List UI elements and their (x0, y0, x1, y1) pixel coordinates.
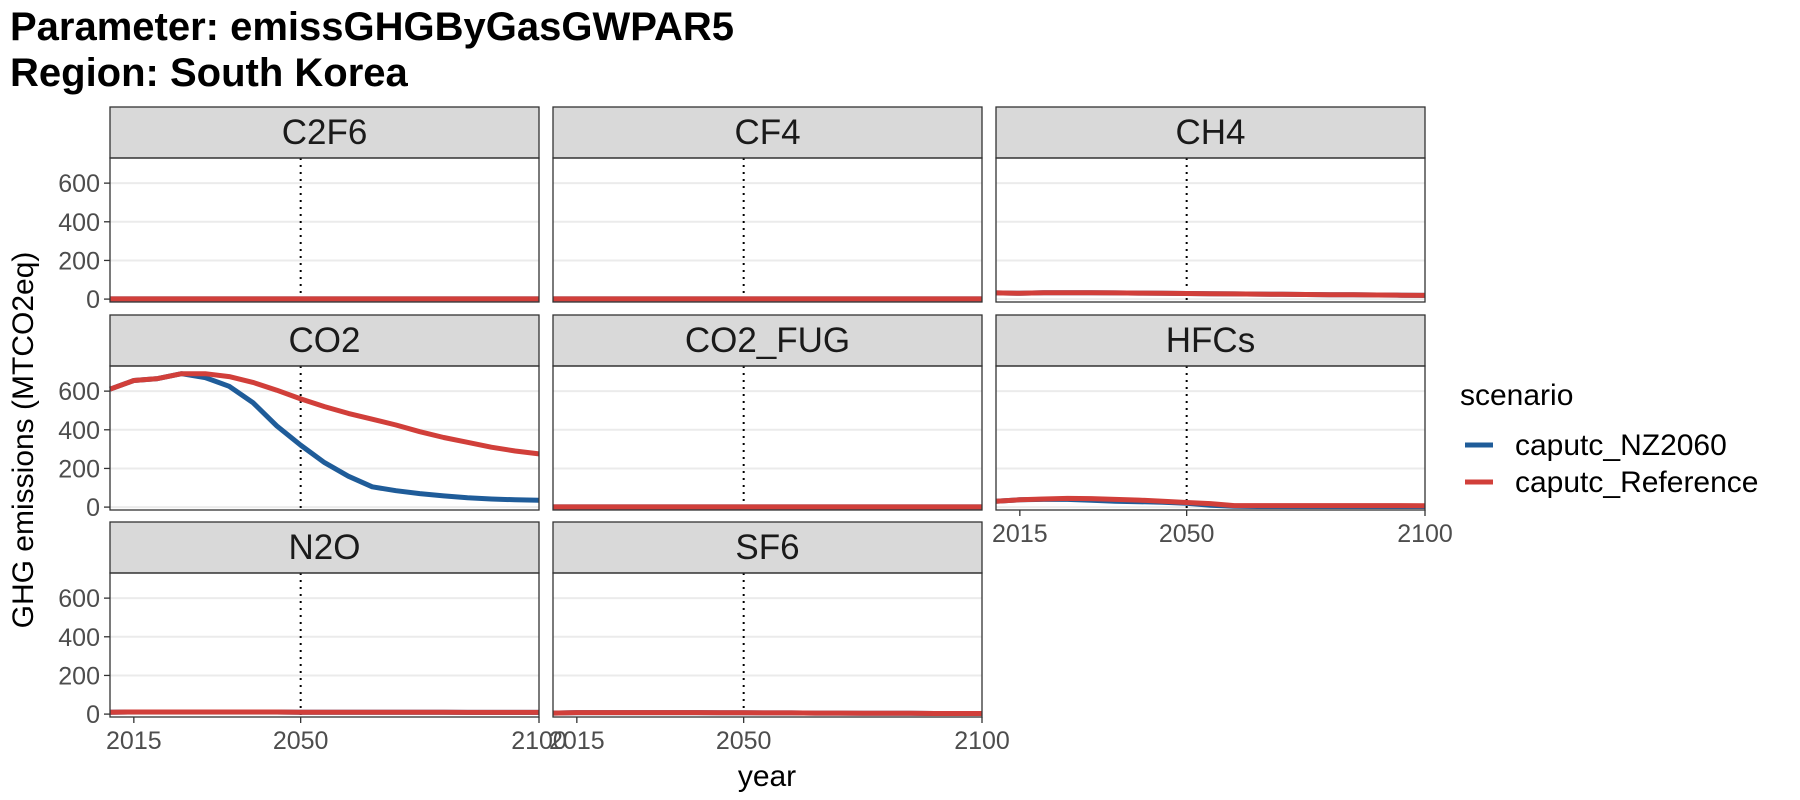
facet-panels: C2F6 0 200 400 600 CF4 CH4 CO2 0 200 400 600 CO2_FUG… (58, 106, 1453, 755)
panel-border (552, 157, 983, 303)
chart-title-line2: Region: South Korea (10, 51, 409, 95)
facet-strip-label: C2F6 (282, 113, 368, 152)
facet-panel-hfcs: HFCs 2015 2050 2100 (992, 314, 1453, 548)
y-tick-label: 0 (86, 494, 100, 522)
facet-strip (552, 314, 983, 367)
facet-strip (109, 521, 540, 574)
facet-strip-label: HFCs (1166, 321, 1255, 360)
series-line-caputc-reference (995, 290, 1426, 298)
series-line-caputc-reference (109, 371, 540, 457)
facet-panel-c2f6: C2F6 0 200 400 600 (58, 106, 540, 314)
panel-border (109, 157, 540, 303)
series-line-caputc-nz2060 (109, 371, 540, 503)
x-tick-label: 2050 (273, 727, 329, 755)
x-tick-label: 2015 (992, 520, 1048, 548)
facet-strip (552, 106, 983, 159)
y-tick-label: 600 (58, 378, 100, 406)
y-tick-label: 200 (58, 662, 100, 690)
facet-strip-label: SF6 (735, 528, 799, 567)
panel-border (995, 365, 1426, 511)
series-line-caputc-reference (552, 710, 982, 716)
facet-strip-label: CF4 (734, 113, 800, 152)
x-tick-label: 2050 (716, 727, 772, 755)
y-tick-label: 200 (58, 247, 100, 275)
x-tick-label: 2100 (511, 727, 567, 755)
facet-strip (552, 521, 983, 574)
panel-border (552, 365, 983, 511)
legend-label: caputc_Reference (1515, 466, 1759, 499)
x-tick-label: 2050 (1159, 520, 1215, 548)
facet-panel-sf6: SF6 2015 2050 2100 (549, 521, 1010, 755)
y-tick-label: 400 (58, 209, 100, 237)
facet-strip (109, 106, 540, 159)
y-tick-label: 400 (58, 624, 100, 652)
x-axis-title: year (738, 760, 796, 793)
panel-border (995, 157, 1426, 303)
facet-strip-label: CH4 (1175, 113, 1245, 152)
facet-strip-label: CO2 (289, 321, 361, 360)
series-line-caputc-reference (995, 495, 1426, 509)
facet-panel-co2_fug: CO2_FUG (552, 314, 983, 511)
facet-strip-label: CO2_FUG (685, 321, 850, 360)
y-axis-title: GHG emissions (MTCO2eq) (7, 252, 40, 629)
x-tick-label: 2100 (954, 727, 1010, 755)
facet-panel-ch4: CH4 (995, 106, 1426, 303)
y-tick-label: 400 (58, 417, 100, 445)
facet-strip-label: N2O (289, 528, 361, 567)
x-tick-label: 2015 (549, 727, 605, 755)
legend: scenario caputc_NZ2060 caputc_Reference (1460, 379, 1759, 499)
y-tick-label: 600 (58, 170, 100, 198)
y-tick-label: 600 (58, 585, 100, 613)
facet-panel-n2o: N2O 0 200 400 600 2015 2050 2100 (58, 521, 567, 755)
y-tick-label: 0 (86, 701, 100, 729)
legend-label: caputc_NZ2060 (1515, 429, 1727, 462)
panel-border (109, 572, 540, 718)
y-tick-label: 200 (58, 455, 100, 483)
facet-panel-co2: CO2 0 200 400 600 (58, 314, 540, 522)
facet-panel-cf4: CF4 (552, 106, 983, 303)
panel-border (552, 572, 983, 718)
legend-title: scenario (1460, 379, 1573, 412)
y-tick-label: 0 (86, 286, 100, 314)
chart-title-line1: Parameter: emissGHGByGasGWPAR5 (10, 5, 734, 49)
x-tick-label: 2015 (106, 727, 162, 755)
facet-strip (109, 314, 540, 367)
panel-border (109, 365, 540, 511)
x-tick-label: 2100 (1397, 520, 1453, 548)
